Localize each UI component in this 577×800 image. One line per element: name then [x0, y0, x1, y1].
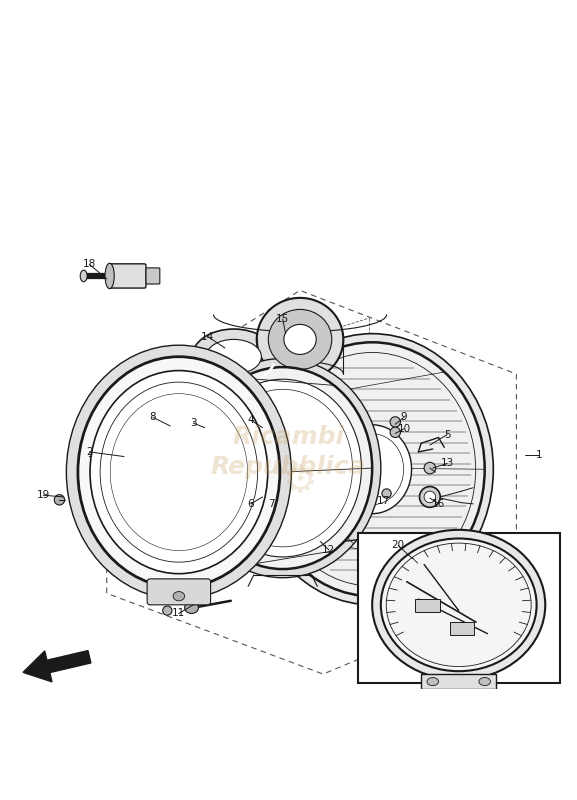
Ellipse shape: [372, 530, 545, 680]
Text: 3: 3: [190, 418, 197, 428]
FancyBboxPatch shape: [108, 264, 146, 288]
Text: ⚙: ⚙: [283, 462, 317, 500]
FancyBboxPatch shape: [147, 579, 211, 605]
Ellipse shape: [90, 370, 268, 574]
Ellipse shape: [185, 358, 381, 578]
Ellipse shape: [419, 486, 440, 507]
FancyBboxPatch shape: [146, 268, 160, 284]
Ellipse shape: [173, 418, 182, 426]
Text: 17: 17: [377, 496, 390, 506]
Text: 1: 1: [536, 450, 543, 460]
Ellipse shape: [251, 334, 493, 605]
Text: 8: 8: [149, 412, 156, 422]
Ellipse shape: [204, 379, 361, 557]
Ellipse shape: [390, 417, 400, 427]
Text: 20: 20: [392, 541, 404, 550]
Ellipse shape: [390, 427, 400, 438]
Ellipse shape: [424, 491, 436, 502]
Ellipse shape: [284, 325, 316, 354]
Ellipse shape: [256, 496, 265, 506]
Text: 10: 10: [398, 424, 410, 434]
Text: Ricambi
Repubblica: Ricambi Repubblica: [211, 425, 366, 478]
Ellipse shape: [201, 418, 209, 426]
Ellipse shape: [333, 425, 411, 514]
Ellipse shape: [424, 462, 436, 474]
FancyBboxPatch shape: [421, 674, 496, 689]
Text: 19: 19: [37, 490, 50, 500]
Text: 9: 9: [400, 412, 407, 422]
Ellipse shape: [185, 602, 198, 614]
FancyBboxPatch shape: [450, 622, 474, 635]
Ellipse shape: [257, 298, 343, 381]
Ellipse shape: [427, 678, 439, 686]
FancyBboxPatch shape: [415, 599, 440, 612]
Text: 14: 14: [201, 331, 214, 342]
Text: 4: 4: [248, 415, 254, 425]
Ellipse shape: [193, 367, 372, 569]
Text: 6: 6: [248, 499, 254, 509]
Ellipse shape: [381, 538, 537, 671]
Ellipse shape: [382, 489, 391, 498]
Text: 15: 15: [276, 314, 289, 324]
Text: 18: 18: [83, 259, 96, 270]
FancyArrow shape: [23, 650, 91, 682]
Ellipse shape: [192, 370, 206, 384]
Ellipse shape: [260, 342, 485, 596]
Ellipse shape: [66, 345, 291, 599]
Ellipse shape: [479, 678, 490, 686]
Ellipse shape: [192, 329, 275, 385]
Text: 2: 2: [86, 447, 93, 457]
Ellipse shape: [268, 310, 332, 370]
Ellipse shape: [78, 357, 280, 587]
Ellipse shape: [80, 270, 87, 282]
Text: 12: 12: [323, 545, 335, 555]
Ellipse shape: [163, 606, 172, 615]
Ellipse shape: [54, 494, 65, 505]
Text: 5: 5: [444, 430, 451, 440]
Bar: [358, 533, 560, 682]
Text: 16: 16: [432, 499, 445, 509]
Ellipse shape: [268, 495, 277, 505]
Text: 13: 13: [441, 458, 454, 469]
Ellipse shape: [105, 263, 114, 289]
Ellipse shape: [173, 591, 185, 601]
Ellipse shape: [206, 339, 261, 374]
Text: 11: 11: [173, 609, 185, 618]
Text: 7: 7: [268, 499, 275, 509]
